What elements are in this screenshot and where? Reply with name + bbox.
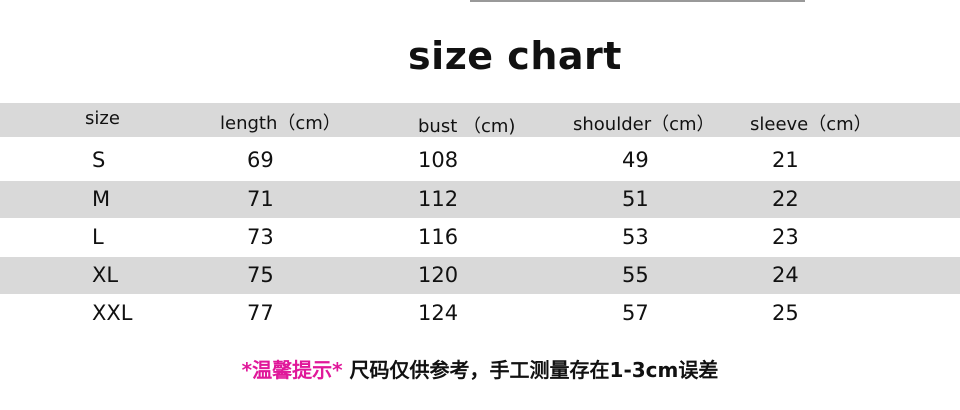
note-highlight: *温馨提示* bbox=[241, 358, 343, 382]
table-cell: 71 bbox=[247, 187, 274, 211]
table-cell: 57 bbox=[622, 301, 649, 325]
table-cell: 77 bbox=[247, 301, 274, 325]
table-cell: 21 bbox=[772, 148, 799, 172]
header-band bbox=[0, 103, 960, 137]
table-cell: 124 bbox=[418, 301, 459, 325]
size-label: S bbox=[92, 148, 106, 172]
table-cell: 112 bbox=[418, 187, 459, 211]
column-header: size bbox=[85, 108, 120, 129]
table-cell: 22 bbox=[772, 187, 799, 211]
size-label: M bbox=[92, 187, 111, 211]
note-text: 尺码仅供参考，手工测量存在1-3cm误差 bbox=[342, 358, 719, 382]
table-cell: 53 bbox=[622, 225, 649, 249]
size-label: XL bbox=[92, 263, 119, 287]
column-header: sleeve（cm） bbox=[750, 114, 872, 135]
table-cell: 51 bbox=[622, 187, 649, 211]
table-cell: 24 bbox=[772, 263, 799, 287]
table-cell: 69 bbox=[247, 148, 274, 172]
row-band-xl bbox=[0, 257, 960, 294]
page-title: size chart bbox=[408, 34, 622, 78]
table-cell: 116 bbox=[418, 225, 459, 249]
measurement-note: *温馨提示* 尺码仅供参考，手工测量存在1-3cm误差 bbox=[0, 354, 960, 383]
table-cell: 23 bbox=[772, 225, 799, 249]
table-cell: 73 bbox=[247, 225, 274, 249]
table-cell: 49 bbox=[622, 148, 649, 172]
table-cell: 25 bbox=[772, 301, 799, 325]
column-header: bust （cm) bbox=[418, 116, 516, 137]
table-cell: 55 bbox=[622, 263, 649, 287]
size-label: XXL bbox=[92, 301, 133, 325]
table-cell: 120 bbox=[418, 263, 459, 287]
row-band-m bbox=[0, 181, 960, 218]
top-divider bbox=[470, 0, 805, 2]
table-cell: 108 bbox=[418, 148, 459, 172]
table-cell: 75 bbox=[247, 263, 274, 287]
column-header: length（cm） bbox=[220, 113, 341, 134]
size-label: L bbox=[92, 225, 104, 249]
column-header: shoulder（cm） bbox=[573, 114, 715, 135]
